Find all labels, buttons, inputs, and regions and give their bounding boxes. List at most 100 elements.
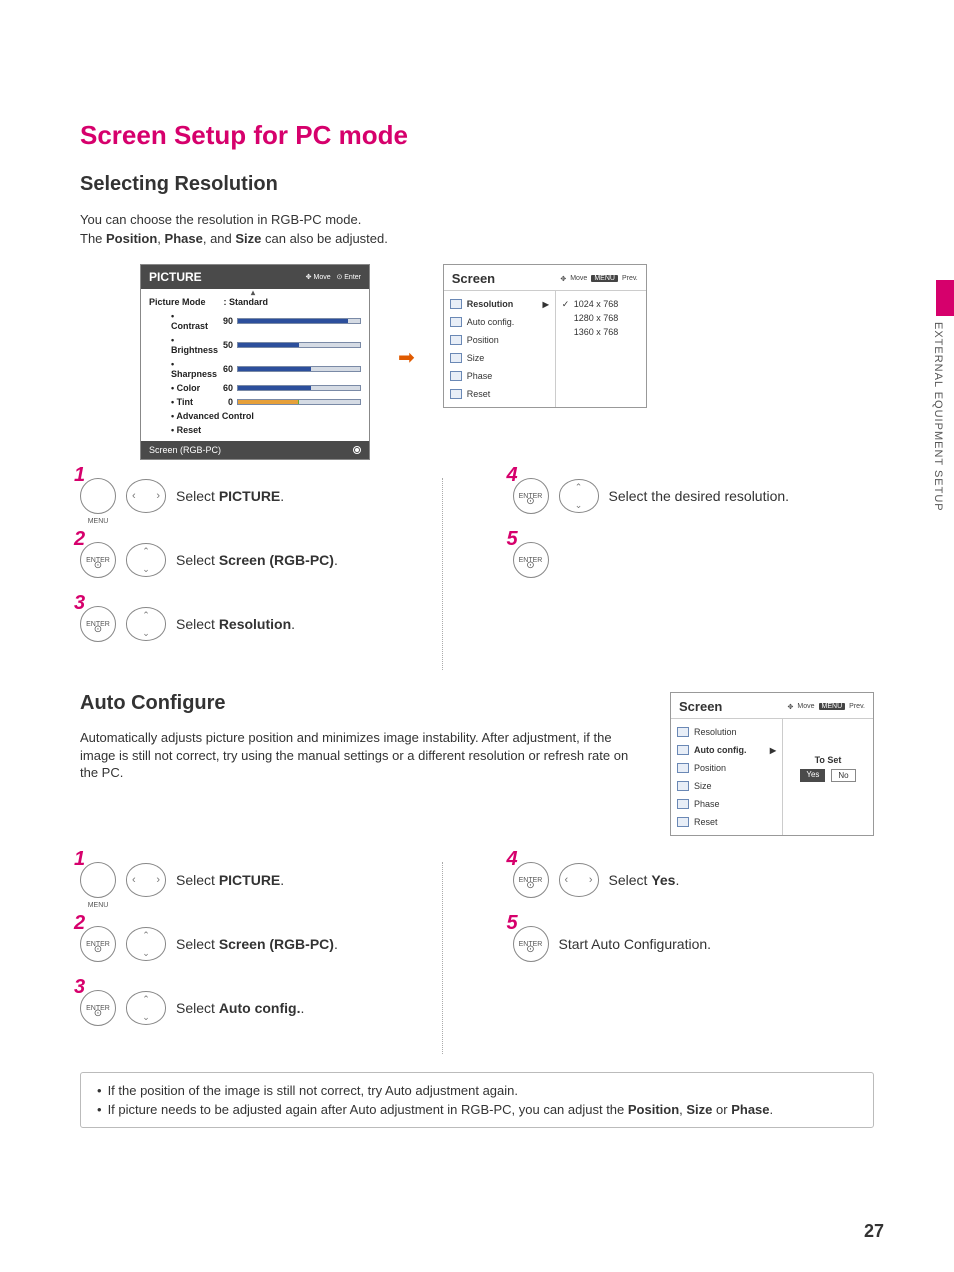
nav-up-down-icon <box>126 607 166 641</box>
osd-tint-row: • Tint 0 <box>141 395 369 409</box>
osd-screen-hint-2: ✥ Move MENU Prev. <box>788 703 865 711</box>
menu-item-icon <box>677 817 689 827</box>
screen-menu-item: Position <box>671 759 782 777</box>
screen-menu-item: Auto config. <box>444 313 555 331</box>
remote-menu-button-icon: MENU <box>80 478 116 514</box>
step-text: Select PICTURE. <box>176 488 284 504</box>
osd-advanced-row: • Advanced Control <box>141 409 369 423</box>
screen-menu-item: Phase <box>444 367 555 385</box>
step-text: Select Resolution. <box>176 616 295 632</box>
screen-menu-item: Resolution▶ <box>444 295 555 313</box>
osd-slider-row: • Brightness 50 <box>141 333 369 357</box>
menu-item-icon <box>677 745 689 755</box>
nav-up-down-icon <box>559 479 599 513</box>
nav-up-down-icon <box>126 927 166 961</box>
instruction-step: 5 ENTER <box>513 542 855 578</box>
note-1: If the position of the image is still no… <box>108 1083 518 1098</box>
screen-menu-item: Phase <box>671 795 782 813</box>
menu-item-icon <box>450 353 462 363</box>
resolution-option: 1280 x 768 <box>562 311 640 325</box>
menu-item-icon <box>450 371 462 381</box>
step-text: Start Auto Configuration. <box>559 936 712 952</box>
step-number: 4 <box>507 848 518 871</box>
page-title: Screen Setup for PC mode <box>80 120 874 151</box>
step-text: Select PICTURE. <box>176 872 284 888</box>
osd-screen-panel-2: Screen ✥ Move MENU Prev. ResolutionAuto … <box>670 692 874 836</box>
nav-left-right-icon <box>126 863 166 897</box>
osd-screen-title: Screen <box>452 271 495 286</box>
instruction-step: 3 ENTER Select Resolution. <box>80 606 422 642</box>
menu-item-icon <box>677 763 689 773</box>
osd-picture-title: PICTURE <box>149 270 202 284</box>
remote-enter-button-icon: ENTER <box>513 478 549 514</box>
nav-left-right-icon <box>126 479 166 513</box>
osd-picture-panel: PICTURE ✥ Move ⊙ Enter Picture Mode : St… <box>140 264 370 460</box>
resolution-option: 1024 x 768 <box>562 297 640 311</box>
menu-item-icon <box>677 799 689 809</box>
remote-enter-button-icon: ENTER <box>80 926 116 962</box>
osd-screen-panel-1: Screen ✥ Move MENU Prev. Resolution▶Auto… <box>443 264 647 408</box>
page-number: 27 <box>864 1221 884 1242</box>
screen-menu-item: Resolution <box>671 723 782 741</box>
intro-line-2: The Position, Phase, and Size can also b… <box>80 231 874 246</box>
resolution-option: 1360 x 768 <box>562 325 640 339</box>
instruction-step: 2 ENTER Select Screen (RGB-PC). <box>80 542 422 578</box>
section-heading-auto: Auto Configure <box>80 692 630 715</box>
remote-enter-button-icon: ENTER <box>80 990 116 1026</box>
osd-picture-hint: ✥ Move ⊙ Enter <box>306 273 361 281</box>
instruction-step: 5 ENTER Start Auto Configuration. <box>513 926 855 962</box>
toset-yes: Yes <box>800 769 825 782</box>
remote-menu-button-icon: MENU <box>80 862 116 898</box>
remote-enter-button-icon: ENTER <box>513 542 549 578</box>
osd-picture-footer: Screen (RGB-PC) <box>141 441 369 459</box>
toset-block: To Set Yes No <box>789 755 867 782</box>
screen-menu-item: Position <box>444 331 555 349</box>
remote-enter-button-icon: ENTER <box>80 542 116 578</box>
arrow-right-icon: ➡ <box>398 345 415 370</box>
screen-menu-item: Reset <box>671 813 782 831</box>
menu-item-icon <box>677 781 689 791</box>
step-text: Select Yes. <box>609 872 680 888</box>
step-text: Select Screen (RGB-PC). <box>176 936 338 952</box>
nav-left-right-icon <box>559 863 599 897</box>
remote-enter-button-icon: ENTER <box>80 606 116 642</box>
osd-slider-row: • Color 60 <box>141 381 369 395</box>
menu-item-icon <box>677 727 689 737</box>
screen-menu-item: Size <box>671 777 782 795</box>
intro-line-1: You can choose the resolution in RGB-PC … <box>80 212 874 227</box>
note-2: If picture needs to be adjusted again af… <box>108 1102 774 1117</box>
toset-no: No <box>831 769 855 782</box>
step-number: 5 <box>507 912 518 935</box>
nav-up-down-icon <box>126 543 166 577</box>
step-text: Select Auto config.. <box>176 1000 304 1016</box>
instruction-step: 3 ENTER Select Auto config.. <box>80 990 422 1026</box>
instruction-step: 2 ENTER Select Screen (RGB-PC). <box>80 926 422 962</box>
osd-reset-row: • Reset <box>141 423 369 441</box>
screen-menu-item: Size <box>444 349 555 367</box>
osd-slider-row: • Sharpness 60 <box>141 357 369 381</box>
section-heading-resolution: Selecting Resolution <box>80 173 874 196</box>
osd-slider-row: • Contrast 90 <box>141 309 369 333</box>
instruction-step: 1 MENU Select PICTURE. <box>80 862 422 898</box>
remote-enter-button-icon: ENTER <box>513 862 549 898</box>
instruction-step: 4 ENTER Select the desired resolution. <box>513 478 855 514</box>
step-number: 4 <box>507 464 518 487</box>
notes-box: •If the position of the image is still n… <box>80 1072 874 1128</box>
step-text: Select Screen (RGB-PC). <box>176 552 338 568</box>
screen-menu-item: Reset <box>444 385 555 403</box>
osd-screen-hint: ✥ Move MENU Prev. <box>560 275 637 283</box>
osd-picture-header: PICTURE ✥ Move ⊙ Enter <box>141 265 369 289</box>
osd-picture-mode-row: Picture Mode : Standard <box>141 289 369 309</box>
step-number: 5 <box>507 528 518 551</box>
menu-item-icon <box>450 335 462 345</box>
menu-item-icon <box>450 299 462 309</box>
remote-enter-button-icon: ENTER <box>513 926 549 962</box>
instruction-step: 4 ENTER Select Yes. <box>513 862 855 898</box>
menu-item-icon <box>450 389 462 399</box>
radio-icon <box>353 446 361 454</box>
step-text: Select the desired resolution. <box>609 488 790 504</box>
nav-up-down-icon <box>126 991 166 1025</box>
auto-configure-body: Automatically adjusts picture position a… <box>80 729 630 782</box>
screen-menu-item: Auto config.▶ <box>671 741 782 759</box>
osd-screen-title-2: Screen <box>679 699 722 714</box>
